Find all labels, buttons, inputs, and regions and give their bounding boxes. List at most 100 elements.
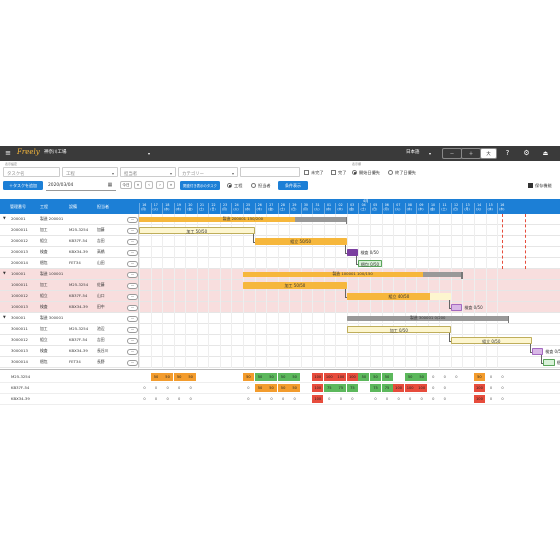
row-menu-icon[interactable]: ··· [127,216,138,223]
row-menu-icon[interactable]: ··· [127,348,138,355]
prev-day-icon[interactable]: ‹ [145,181,153,189]
language-select[interactable]: 日本語 [406,150,420,155]
table-row[interactable]: 2000012 組立 KB37F-54 吉田 ··· [0,236,560,247]
day-gridline [150,346,152,357]
logout-icon[interactable]: ⏏ [542,149,549,157]
process-name: 検査 [40,348,48,353]
day-weekday: (水) [164,207,170,212]
row-menu-icon[interactable]: ··· [127,326,138,333]
load-cell: 0 [501,386,504,390]
day-gridline [323,357,325,368]
process-name: 検査 [40,304,48,309]
day-gridline [208,291,210,302]
col-mgmt-no[interactable]: 管理番号 [10,204,26,209]
prev-week-icon[interactable]: « [134,181,142,189]
day-gridline [393,335,395,346]
assignee-select[interactable]: 担当者 ▾ [120,167,176,177]
day-gridline [393,313,395,324]
load-cell: 0 [489,375,493,379]
load-cell: 75 [323,384,335,392]
table-row[interactable]: 2000014 梱包 FET34 山田 ··· [0,258,560,269]
row-menu-icon[interactable]: ··· [127,359,138,366]
expand-toggle-icon[interactable]: ▼ [3,271,6,275]
menu-icon[interactable]: ≡ [5,149,11,157]
table-row[interactable]: 2000011 加工 M25-3254 加藤 ··· [0,225,560,236]
row-menu-icon[interactable]: ··· [127,238,138,245]
gear-icon[interactable]: ⚙ [523,149,530,157]
show-related-button[interactable]: 関連付き表示のタスク [180,181,220,190]
table-row[interactable]: 1000011 加工 M25-3254 佐藤 ··· [0,280,560,291]
expand-toggle-icon[interactable]: ▼ [3,216,6,220]
day-gridline [370,269,371,280]
process-select[interactable]: 工程 ▾ [62,167,118,177]
day-gridline [439,346,441,357]
zoom-out-button[interactable]: － [442,148,462,159]
row-menu-icon[interactable]: ··· [127,315,138,322]
row-menu-icon[interactable]: ··· [127,249,138,256]
day-gridline [219,214,221,225]
table-row[interactable]: ▼ 100001 製造 100001 ··· [0,269,560,280]
apply-button[interactable]: 条件表示 [278,181,308,190]
chevron-down-icon[interactable]: ▾ [428,150,431,156]
day-gridline [231,280,233,291]
row-menu-icon[interactable]: ··· [127,293,138,300]
day-gridline [266,313,268,324]
table-row[interactable]: 3000011 加工 M25-3254 池辺 ··· [0,324,560,335]
row-menu-icon[interactable]: ··· [127,260,138,267]
day-gridline [289,280,291,291]
date-input[interactable]: 2020/03/04 [48,182,74,188]
chevron-down-icon[interactable]: ▾ [147,150,150,156]
next-week-icon[interactable]: » [167,181,175,189]
row-menu-icon[interactable]: ··· [127,282,138,289]
day-number: 16 [142,202,147,207]
expand-toggle-icon[interactable]: ▼ [3,315,6,319]
add-task-button[interactable]: ＋タスクを追加 [3,181,43,190]
day-weekday: (木) [175,207,181,212]
day-gridline [208,258,210,269]
save-filter-checkbox[interactable] [528,183,533,188]
extra-filter-input[interactable] [240,167,300,177]
row-menu-icon[interactable]: ··· [127,337,138,344]
table-row[interactable]: 3000013 検査 KBX34-39 長谷川 ··· [0,346,560,357]
col-assignee[interactable]: 担当者 [97,204,109,209]
row-menu-icon[interactable]: ··· [127,304,138,311]
calendar-icon[interactable]: ▦ [107,182,113,188]
table-row[interactable]: 1000012 組立 KB37F-54 山口 ··· [0,291,560,302]
group-process-radio[interactable] [227,183,232,188]
row-menu-icon[interactable]: ··· [127,227,138,234]
process-name: 組立 [40,293,48,298]
category-select[interactable]: カテゴリー ▾ [178,167,238,177]
day-gridline [162,291,164,302]
day-number: 02 [338,202,343,207]
table-row[interactable]: 1000013 検査 KBX34-39 田中 ··· [0,302,560,313]
table-row[interactable]: ▼ 200001 製造 200001 ··· [0,214,560,225]
help-icon[interactable]: ? [505,149,510,157]
col-equipment[interactable]: 設備 [69,204,77,209]
next-day-icon[interactable]: › [156,181,164,189]
group-assignee-radio[interactable] [251,183,256,188]
table-row[interactable]: 3000012 組立 KB37F-54 吉田 ··· [0,335,560,346]
table-row[interactable]: 2000013 検査 KBX34-39 高橋 ··· [0,247,560,258]
day-gridline [196,324,198,335]
incomplete-checkbox[interactable] [304,170,309,175]
col-process[interactable]: 工程 [40,204,48,209]
table-row[interactable]: ▼ 300001 製造 300001 ··· [0,313,560,324]
mgmt-no: 3000012 [11,337,28,342]
zoom-size-button[interactable]: 大 [480,148,497,159]
day-gridline [358,346,360,357]
zoom-in-button[interactable]: ＋ [461,148,481,159]
complete-checkbox[interactable] [331,170,336,175]
day-gridline [346,302,348,313]
day-weekday: (月) [141,207,147,212]
end-date-first-radio[interactable] [388,170,393,175]
day-gridline [266,258,268,269]
day-gridline [393,346,395,357]
table-row[interactable]: 3000014 梱包 FET34 長野 ··· [0,357,560,368]
start-date-first-radio[interactable] [352,170,357,175]
process-name: 製造 300001 [40,315,64,320]
row-menu-icon[interactable]: ··· [127,271,138,278]
today-button[interactable]: 今日 [120,181,132,189]
task-name-input[interactable]: タスク名 [3,167,60,177]
day-gridline [139,313,140,324]
factory-name[interactable]: 神奈川工場 [44,150,67,155]
